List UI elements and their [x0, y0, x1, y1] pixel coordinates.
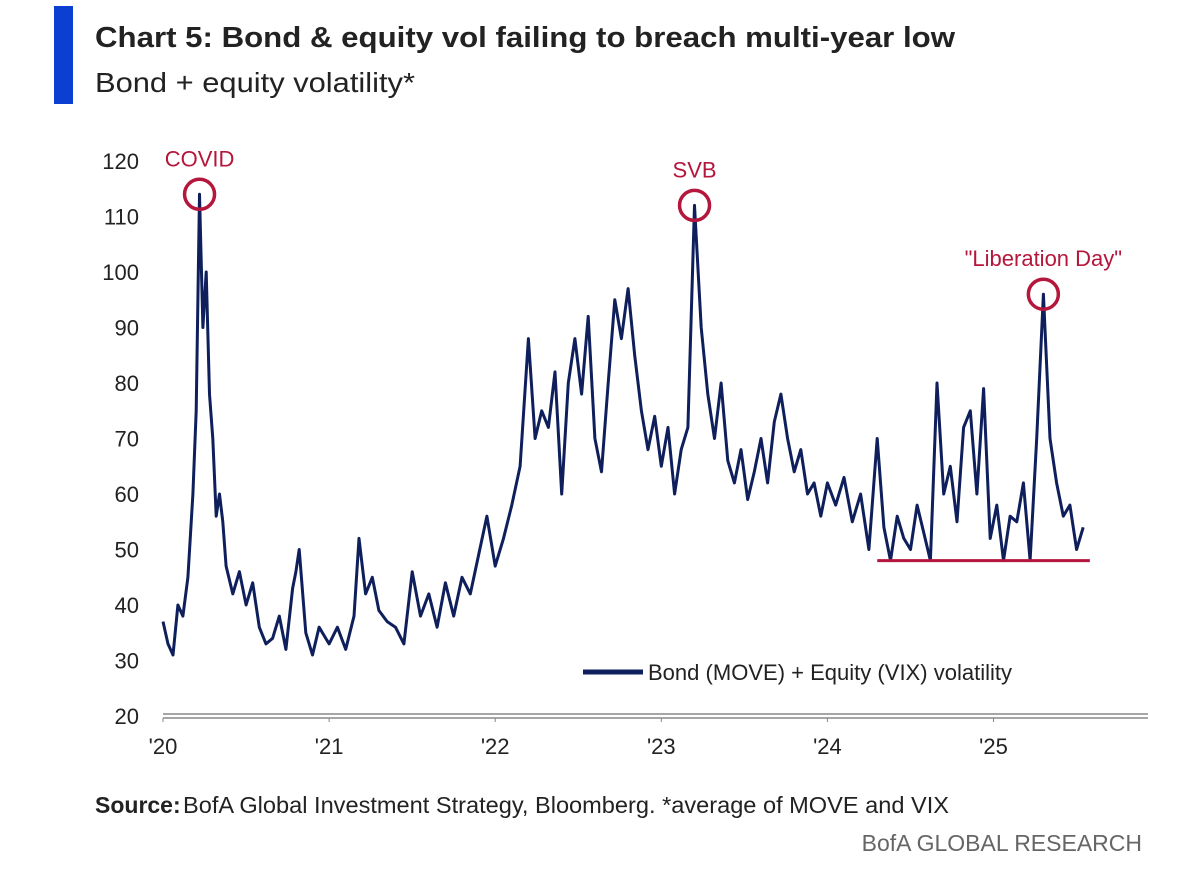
y-tick-label: 30 [115, 649, 139, 674]
chart-subtitle: Bond + equity volatility* [95, 67, 415, 98]
x-tick-label: '25 [979, 734, 1008, 759]
annotation-label: "Liberation Day" [965, 246, 1122, 271]
annotation-circle [1026, 277, 1061, 311]
source: BofA Global Investment Strategy, Bloombe… [183, 792, 949, 818]
branding: BofA GLOBAL RESEARCH [862, 830, 1142, 856]
x-tick-label: '23 [647, 734, 676, 759]
chart-title: Chart 5: Bond & equity vol failing to br… [95, 22, 955, 54]
y-tick-label: 110 [104, 205, 139, 230]
y-tick-label: 60 [115, 482, 139, 507]
y-tick-label: 100 [102, 260, 139, 285]
legend-label: Bond (MOVE) + Equity (VIX) volatility [648, 660, 1012, 685]
y-tick-label: 80 [115, 371, 139, 396]
annotation-label: COVID [165, 146, 235, 171]
annotation-label: SVB [673, 157, 717, 182]
annotation-circle [182, 177, 217, 212]
series-line [161, 192, 1085, 657]
x-tick-label: '22 [481, 734, 510, 759]
annotation-circle [677, 188, 712, 223]
x-tick-label: '20 [149, 734, 178, 759]
y-tick-label: 120 [102, 149, 139, 174]
y-tick-label: 20 [115, 704, 139, 729]
y-tick-label: 50 [115, 538, 139, 563]
y-tick-label: 40 [115, 593, 139, 618]
source-label: Source: [95, 792, 181, 818]
y-tick-label: 70 [115, 427, 139, 452]
y-tick-label: 90 [115, 316, 139, 341]
x-tick-label: '21 [315, 734, 344, 759]
x-tick-label: '24 [813, 734, 842, 759]
title-bar [54, 6, 73, 104]
